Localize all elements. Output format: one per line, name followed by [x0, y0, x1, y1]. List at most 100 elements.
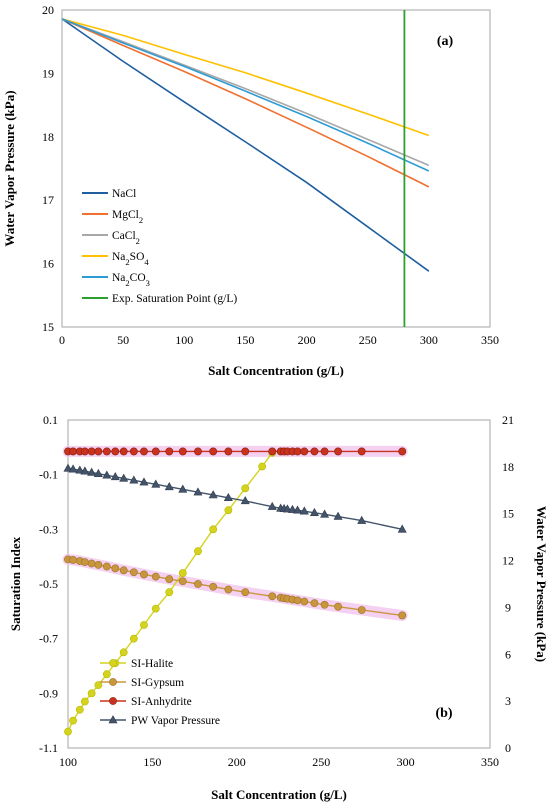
data-point: [63, 463, 73, 472]
data-point: [110, 472, 120, 481]
data-point: [151, 604, 160, 613]
data-point: [178, 577, 187, 586]
data-point: [357, 515, 367, 524]
data-point: [398, 611, 407, 620]
data-point: [68, 464, 78, 473]
data-point: [258, 462, 267, 471]
x-tick-label: 0: [59, 333, 65, 347]
plot-frame: [61, 9, 491, 328]
y-tick-label: -0.9: [39, 686, 58, 700]
legend-label: NaCl: [112, 188, 136, 200]
y-tick-label: 17: [42, 193, 54, 207]
plot-frame: [67, 419, 491, 749]
y-right-tick-label: 6: [505, 647, 511, 661]
legend-label: SI-Halite: [131, 658, 173, 670]
data-point: [119, 473, 129, 482]
data-point: [240, 496, 250, 505]
data-point: [119, 648, 128, 657]
data-point: [268, 592, 277, 601]
data-point: [129, 475, 139, 484]
data-point: [178, 484, 188, 493]
data-point: [241, 588, 250, 597]
data-point: [193, 487, 203, 496]
legend-label: Na2CO3: [112, 272, 150, 288]
data-point: [208, 490, 218, 499]
data-point: [178, 569, 187, 577]
y-right-tick-label: 9: [505, 600, 511, 614]
data-point: [140, 570, 148, 579]
data-point: [357, 447, 366, 456]
data-point: [224, 585, 233, 594]
x-tick-label: 150: [236, 333, 254, 347]
data-point: [320, 447, 329, 456]
data-point: [80, 697, 89, 706]
data-point: [357, 606, 366, 614]
data-point: [293, 596, 302, 605]
data-point: [80, 466, 90, 475]
data-point: [209, 447, 218, 456]
legend-label: CaCl2: [112, 230, 140, 246]
data-point: [300, 447, 309, 456]
data-point: [102, 447, 111, 456]
data-point: [64, 727, 72, 736]
data-point: [268, 447, 277, 456]
y-right-axis-label: Water Vapor Pressure (kPa): [534, 506, 549, 662]
data-point: [87, 467, 97, 476]
x-tick-label: 150: [143, 755, 161, 769]
x-tick-label: 200: [228, 755, 246, 769]
data-point: [209, 582, 218, 591]
data-point: [87, 447, 96, 456]
data-point: [94, 560, 103, 569]
panel-tag: (b): [435, 706, 452, 721]
y-tick-label: -0.1: [39, 468, 58, 482]
x-tick-label: 300: [420, 333, 438, 347]
x-tick-label: 300: [397, 755, 415, 769]
data-point: [267, 501, 277, 510]
data-point: [151, 572, 160, 581]
panel-b-saturation-index: 100 150 200 250 300 350-1.1-0.9-0.7-0.5-0.3-0…: [8, 413, 549, 802]
legend-marker: [109, 697, 117, 705]
legend-label: SI-Anhydrite: [131, 696, 192, 708]
data-point: [102, 670, 111, 679]
y-tick-label: 15: [42, 320, 54, 334]
series-line: [61, 18, 430, 137]
y-tick-label: 19: [42, 66, 54, 80]
x-tick-label: 50: [117, 333, 129, 347]
data-point: [165, 588, 174, 597]
data-point: [93, 468, 103, 477]
y-tick-label: 16: [42, 257, 54, 271]
data-point: [139, 477, 149, 486]
y-tick-label: -0.5: [39, 577, 58, 591]
data-point: [194, 547, 202, 556]
x-tick-label: 100: [175, 333, 193, 347]
data-point: [241, 484, 250, 493]
data-point: [140, 621, 148, 629]
legend-label: SI-Gypsum: [131, 677, 184, 689]
data-point: [397, 524, 407, 533]
x-tick-label: 250: [359, 333, 377, 347]
data-point: [75, 465, 85, 474]
y-tick-label: -1.1: [39, 741, 58, 755]
legend-marker: [108, 715, 118, 724]
legend-marker: [109, 659, 117, 667]
data-point: [293, 505, 303, 514]
x-tick-label: 200: [298, 333, 316, 347]
data-point: [165, 575, 174, 583]
data-point: [69, 556, 77, 564]
data-point: [69, 447, 77, 456]
data-point: [111, 564, 120, 573]
data-point: [288, 504, 298, 513]
y-tick-label: 18: [42, 130, 54, 144]
data-point: [151, 479, 161, 488]
y-right-tick-label: 18: [502, 460, 514, 474]
legend-label: MgCl2: [112, 209, 143, 225]
data-point: [209, 525, 218, 534]
x-tick-label: 100: [59, 755, 77, 769]
data-point: [194, 580, 202, 588]
data-point: [151, 447, 160, 456]
y-tick-label: -0.3: [39, 522, 58, 536]
y-tick-label: -0.7: [39, 632, 58, 646]
data-point: [299, 506, 309, 515]
data-point: [224, 447, 233, 456]
